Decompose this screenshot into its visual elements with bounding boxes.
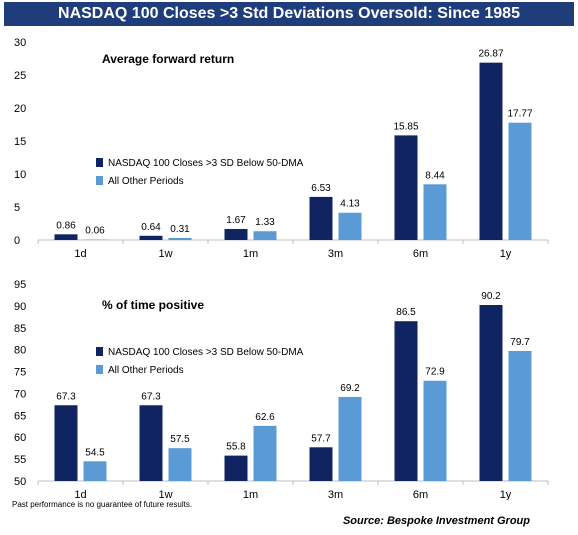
legend-swatch: [96, 365, 103, 374]
bar: [253, 425, 277, 481]
data-label: 0.86: [56, 220, 76, 231]
bar: [479, 62, 503, 240]
bar: [224, 455, 248, 481]
legend-swatch: [96, 176, 103, 185]
bar: [224, 228, 248, 240]
x-tick-label: 1w: [158, 489, 172, 500]
y-tick-label: 10: [14, 169, 26, 181]
x-tick-label: 1w: [158, 248, 172, 260]
bar: [54, 405, 78, 481]
bar: [423, 184, 447, 240]
y-tick-label: 90: [14, 301, 26, 313]
data-label: 1.67: [226, 215, 246, 226]
data-label: 17.77: [507, 109, 532, 120]
y-tick-label: 85: [14, 323, 26, 335]
x-tick-label: 1m: [243, 248, 258, 260]
data-label: 0.06: [85, 226, 105, 237]
bar: [508, 350, 532, 481]
data-label: 62.6: [255, 412, 275, 423]
x-tick-label: 1m: [243, 489, 258, 500]
data-label: 57.7: [311, 433, 331, 444]
data-label: 57.5: [170, 434, 190, 445]
y-tick-label: 15: [14, 136, 26, 148]
bar: [338, 212, 362, 240]
bar: [139, 235, 163, 240]
data-label: 90.2: [481, 291, 501, 302]
bar: [54, 234, 78, 240]
data-label: 86.5: [396, 307, 416, 318]
x-tick-label: 3m: [328, 489, 343, 500]
chart-average-forward-return: 0 5 10 15 20 25 30 0.86 0.06 1d 0.64 0.31 1w 1.67 1.33…: [14, 37, 549, 260]
y-tick-label: 65: [14, 410, 26, 422]
y-tick-label: 30: [14, 37, 26, 49]
legend-label: All Other Periods: [108, 365, 184, 376]
bar: [168, 237, 192, 240]
y-tick-label: 70: [14, 388, 26, 400]
data-label: 1.33: [255, 217, 275, 228]
y-tick-label: 50: [14, 476, 26, 488]
data-label: 55.8: [226, 442, 246, 453]
data-label: 15.85: [393, 121, 418, 132]
chart-percent-time-positive: 50 55 60 65 70 75 80 85 90 95 67.3 54.5 1d 67.3 57.5 1w…: [14, 279, 549, 500]
bar: [394, 135, 418, 240]
chart-subtitle: % of time positive: [102, 298, 204, 312]
y-tick-label: 75: [14, 367, 26, 379]
y-tick-label: 55: [14, 454, 26, 466]
bar: [309, 196, 333, 240]
bar: [338, 396, 362, 481]
legend-label: NASDAQ 100 Closes >3 SD Below 50-DMA: [108, 347, 304, 358]
footnote: Past performance is no guarantee of futu…: [12, 500, 193, 509]
y-tick-label: 80: [14, 345, 26, 357]
y-tick-label: 0: [14, 235, 20, 247]
x-tick-label: 6m: [413, 248, 428, 260]
bar: [168, 448, 192, 481]
data-label: 67.3: [141, 391, 161, 402]
data-label: 0.64: [141, 222, 161, 233]
y-tick-label: 25: [14, 70, 26, 82]
data-label: 26.87: [478, 49, 503, 60]
y-tick-label: 20: [14, 103, 26, 115]
data-label: 6.53: [311, 183, 331, 194]
bar: [139, 405, 163, 481]
data-label: 8.44: [425, 170, 445, 181]
data-label: 72.9: [425, 367, 445, 378]
chart-subtitle: Average forward return: [102, 52, 234, 66]
data-label: 79.7: [510, 337, 530, 348]
y-tick-label: 95: [14, 279, 26, 291]
legend-label: NASDAQ 100 Closes >3 SD Below 50-DMA: [108, 158, 304, 169]
data-label: 0.31: [170, 224, 190, 235]
bar: [423, 380, 447, 481]
data-label: 67.3: [56, 391, 76, 402]
chart-title-bar: NASDAQ 100 Closes >3 Std Deviations Over…: [4, 2, 574, 26]
x-tick-label: 3m: [328, 248, 343, 260]
legend-swatch: [96, 158, 103, 167]
source-credit: Source: Bespoke Investment Group: [342, 515, 530, 527]
data-label: 54.5: [85, 447, 105, 458]
x-tick-label: 6m: [413, 489, 428, 500]
bar: [479, 305, 503, 481]
x-tick-label: 1y: [500, 248, 512, 260]
data-label: 4.13: [340, 199, 360, 210]
legend-label: All Other Periods: [108, 176, 184, 187]
bar: [253, 231, 277, 240]
legend-swatch: [96, 347, 103, 356]
bar: [508, 122, 532, 240]
y-tick-label: 60: [14, 432, 26, 444]
bar: [394, 321, 418, 481]
y-tick-label: 5: [14, 202, 20, 214]
x-tick-label: 1d: [74, 489, 86, 500]
x-tick-label: 1y: [500, 489, 512, 500]
bar: [83, 461, 107, 481]
data-label: 69.2: [340, 383, 360, 394]
x-tick-label: 1d: [74, 248, 86, 260]
bar: [309, 447, 333, 481]
